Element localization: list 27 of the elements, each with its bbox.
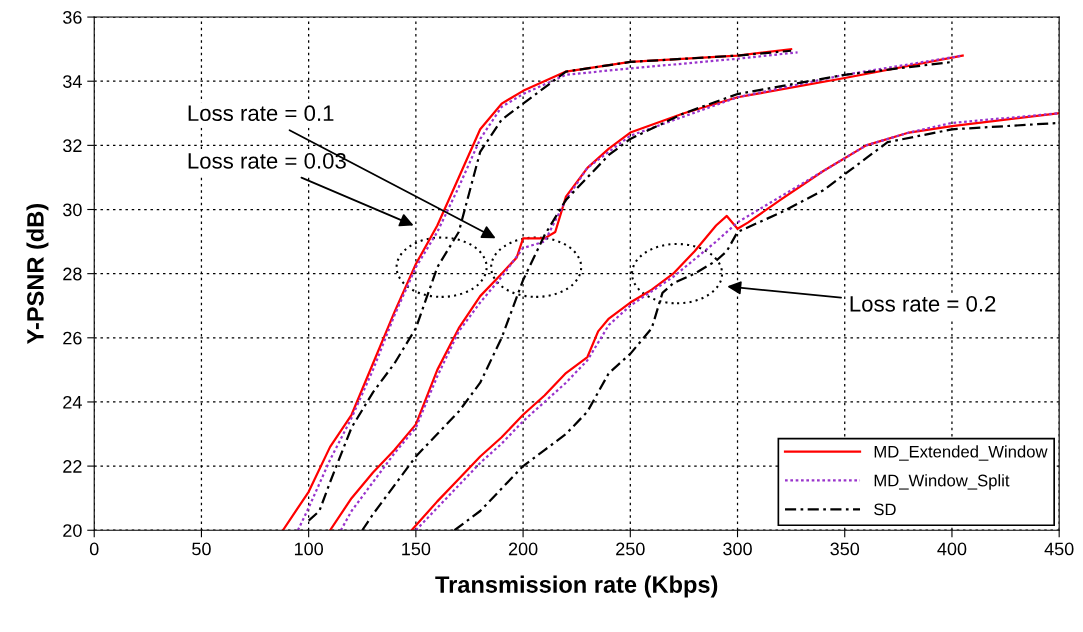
- y-tick-label: 30: [63, 203, 82, 217]
- y-tick-label: 20: [63, 524, 82, 537]
- y-tick-label: 34: [63, 75, 82, 88]
- y-tick-label: 24: [63, 395, 82, 409]
- x-tick-label: 400: [937, 542, 967, 556]
- x-tick-label: 100: [294, 542, 324, 556]
- legend-label: MD_Extended_Window: [874, 445, 1048, 461]
- x-tick-label: 450: [1044, 542, 1074, 556]
- y-tick-label: 22: [63, 460, 82, 473]
- x-tick-label: 300: [723, 542, 752, 556]
- x-tick-label: 0: [89, 542, 99, 556]
- x-tick-label: 50: [192, 542, 211, 556]
- legend-label: SD: [874, 503, 896, 516]
- x-tick-label: 350: [830, 542, 860, 556]
- y-tick-label: 26: [63, 331, 82, 345]
- y-tick-label: 36: [63, 11, 82, 24]
- legend-label: MD_Window_Split: [874, 474, 1010, 490]
- y-axis-title: Y-PSNR (dB): [26, 203, 49, 345]
- x-tick-label: 250: [616, 542, 645, 556]
- annotation: Loss rate = 0.1: [188, 105, 334, 122]
- y-tick-label: 28: [63, 267, 82, 281]
- annotation: Loss rate = 0.03: [188, 153, 346, 169]
- y-tick-label: 32: [63, 139, 82, 153]
- annotation: Loss rate = 0.2: [850, 295, 996, 312]
- x-axis-title: Transmission rate (Kbps): [435, 575, 718, 598]
- x-tick-label: 200: [508, 542, 538, 556]
- x-tick-label: 150: [402, 542, 431, 556]
